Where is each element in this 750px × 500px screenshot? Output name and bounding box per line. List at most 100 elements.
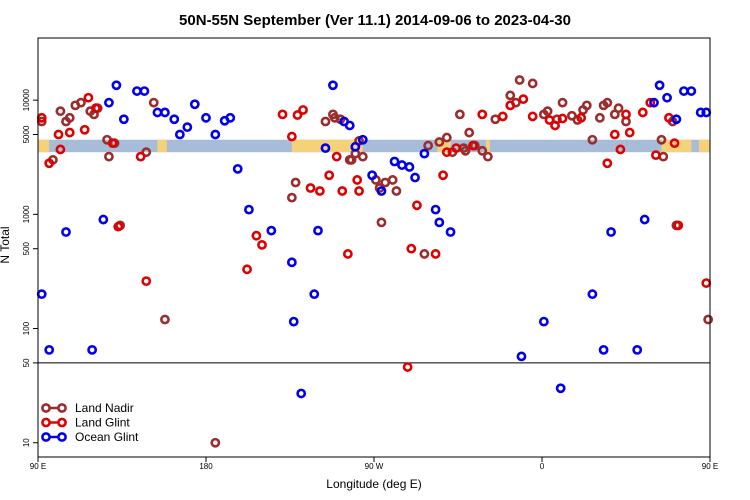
land-glint-point [645, 97, 656, 108]
land-band-segment [38, 139, 50, 153]
land-band-segment [486, 139, 490, 153]
ocean-glint-point [434, 217, 445, 228]
ocean-glint-point [649, 97, 659, 108]
land-glint-point [277, 109, 288, 120]
ocean-glint-point [376, 186, 387, 196]
ocean-glint-point [266, 225, 277, 236]
land-nadir-point [594, 112, 605, 123]
y-tick-label: 100 [22, 321, 31, 335]
land-glint-point [90, 103, 101, 114]
land-nadir-point [527, 78, 538, 89]
land-glint-point [441, 147, 452, 158]
land-glint-point [637, 107, 648, 118]
land-nadir-point [148, 97, 159, 108]
land-nadir-point [419, 249, 430, 259]
land-glint-point [438, 170, 448, 181]
land-nadir-point [76, 97, 86, 108]
x-axis: 90 E 180 90 W 0 90 E [30, 457, 718, 471]
land-glint-point [497, 111, 508, 122]
ocean-glint-point [389, 156, 400, 167]
legend-marker [41, 417, 51, 428]
land-glint-point [518, 94, 529, 105]
ocean-glint-point [201, 112, 211, 123]
ocean-glint-point [538, 316, 549, 327]
y-tick-label: 500 [22, 241, 31, 255]
land-nadir-point [454, 109, 465, 120]
ocean-glint-point [587, 289, 598, 300]
ocean-glint-point [404, 162, 415, 172]
ocean-glint-point [225, 112, 236, 123]
legend-marker [41, 403, 51, 413]
ocean-glint-point [430, 204, 441, 215]
land-glint-point [505, 100, 516, 111]
ocean-glint-point [288, 316, 299, 327]
ocean-glint-point [328, 80, 338, 91]
land-glint-point [557, 113, 568, 124]
legend-marker [41, 432, 51, 442]
ocean-glint-point [174, 129, 185, 140]
land-glint-point [44, 158, 55, 169]
land-nadir-point [320, 116, 331, 127]
land-glint-point [602, 158, 613, 169]
land-nadir-point [441, 132, 452, 143]
land-glint-point [107, 138, 118, 149]
land-glint-point [352, 175, 363, 185]
y-tick-label: 50 [22, 358, 31, 367]
land-glint-point [406, 243, 417, 254]
ocean-glint-point [419, 148, 430, 159]
ocean-glint-point [695, 107, 706, 118]
land-nadir-point [104, 151, 114, 162]
land-nadir-point [464, 127, 475, 138]
land-nadir-point [290, 177, 301, 188]
land-nadir-point [477, 145, 488, 156]
ocean-glint-point [639, 214, 650, 225]
land-glint-point [468, 140, 478, 151]
series-land-glint [36, 92, 712, 372]
land-band-segment [157, 139, 167, 153]
land-glint-point [650, 150, 661, 161]
ocean-glint-point [662, 92, 672, 103]
y-tick-label: 1000 [22, 205, 31, 223]
land-glint-point [669, 138, 680, 149]
land-glint-point [53, 129, 64, 140]
land-glint-point [412, 200, 422, 211]
ocean-glint-point [44, 344, 55, 355]
land-glint-point [292, 110, 303, 120]
ocean-glint-point [632, 344, 643, 355]
land-glint-point [621, 109, 631, 120]
ocean-glint-point [445, 227, 456, 237]
ocean-glint-point [344, 120, 355, 131]
legend-label: Land Glint [75, 416, 130, 430]
land-glint-point [430, 249, 441, 259]
land-glint-point [141, 276, 152, 287]
land-glint-point [113, 221, 124, 232]
land-nadir-point [387, 175, 398, 185]
land-nadir-point [391, 186, 402, 196]
land-glint-point [242, 264, 252, 275]
legend-marker [57, 403, 67, 413]
x-tick-label: 90 E [30, 462, 46, 471]
ocean-glint-point [98, 214, 109, 225]
x-tick-label: 0 [540, 462, 545, 471]
land-nadir-point [423, 140, 434, 151]
land-glint-point [286, 131, 297, 142]
land-nadir-point [542, 106, 553, 117]
ocean-glint-point [244, 204, 254, 215]
legend-item-land-nadir: Land Nadir [41, 401, 134, 415]
land-glint-point [544, 115, 555, 125]
legend-item-ocean-glint: Ocean Glint [41, 430, 139, 444]
series-ocean-glint [36, 80, 712, 399]
ocean-glint-point [87, 344, 98, 355]
ocean-glint-point [654, 80, 665, 91]
ocean-glint-point [606, 227, 616, 237]
x-tick-label: 90 E [702, 462, 718, 471]
land-nadir-point [376, 217, 387, 228]
land-glint-point [477, 109, 488, 120]
land-nadir-point [482, 151, 493, 162]
x-axis-label: Longitude (deg E) [326, 477, 421, 491]
land-nadir-point [613, 103, 624, 114]
land-glint-point [324, 170, 335, 181]
land-glint-point [135, 151, 146, 162]
land-glint-point [83, 92, 94, 103]
land-nadir-point [64, 112, 75, 123]
